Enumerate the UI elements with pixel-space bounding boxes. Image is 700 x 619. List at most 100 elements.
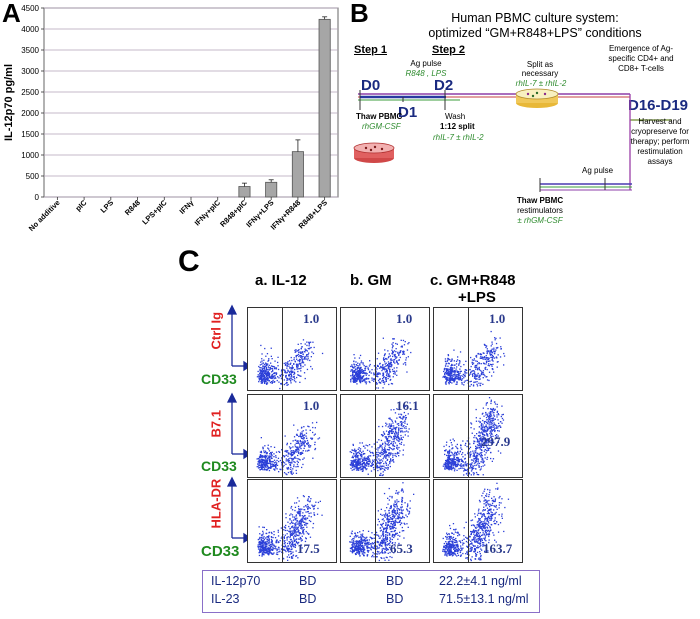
mfi-value-r2-c1: 1.0 bbox=[303, 398, 320, 413]
d1-label: D1 bbox=[398, 104, 418, 121]
panel-c-letter: C bbox=[178, 245, 200, 278]
cytokine-table: IL-12p70 BD BD 22.2±4.1 ng/ml IL-23 BD B… bbox=[202, 570, 540, 613]
split-necessary-1: Split as bbox=[526, 60, 554, 69]
emergence-2: specific CD4+ and bbox=[608, 54, 674, 63]
thaw-restim-1: Thaw PBMC bbox=[516, 196, 564, 205]
harvest-1: Harvest and bbox=[638, 117, 682, 126]
cytokine-2b: BD bbox=[386, 592, 404, 606]
cytokine-2a: BD bbox=[299, 592, 317, 606]
col-header-c-line1: c. GM+R848 bbox=[430, 272, 516, 289]
row1-xlabel: CD33 bbox=[201, 371, 237, 387]
cytokine-name-2: IL-23 bbox=[211, 592, 240, 606]
row1-label: Ctrl Ig bbox=[208, 311, 224, 350]
harvest-2: cryopreserve for bbox=[631, 127, 689, 136]
facs-plot-r2-c1 bbox=[247, 394, 337, 478]
panel-a-letter: A bbox=[2, 0, 21, 28]
col-header-c-line2: +LPS bbox=[458, 289, 496, 306]
y-tick-label: 4500 bbox=[21, 4, 39, 13]
y-tick-label: 4000 bbox=[21, 25, 39, 34]
row3-xlabel: CD33 bbox=[201, 543, 240, 560]
mfi-value-r1-c1: 1.0 bbox=[303, 311, 320, 326]
rhil-mid: rhIL-7 ± rhIL-2 bbox=[515, 79, 567, 88]
mfi-value-r3-c2: 65.3 bbox=[390, 541, 413, 556]
quadrant-vertical bbox=[468, 308, 469, 390]
cytokine-1b: BD bbox=[386, 574, 404, 588]
flow-title-line1: Human PBMC culture system: bbox=[451, 11, 619, 25]
facs-plot-r2-c2 bbox=[340, 394, 430, 478]
harvest-4: restimulation bbox=[637, 147, 683, 156]
rhgm-csf: rhGM-CSF bbox=[362, 122, 401, 131]
harvest-3: therapy; perform bbox=[630, 137, 690, 146]
bar-10 bbox=[291, 151, 304, 198]
d2-label: D2 bbox=[434, 77, 454, 94]
row2-xlabel: CD33 bbox=[201, 458, 237, 474]
plot-area bbox=[43, 7, 339, 198]
mfi-value-r2-c3: 297.9 bbox=[481, 434, 511, 449]
split-1-12: 1:12 split bbox=[440, 122, 475, 131]
flask-dish-icon bbox=[515, 88, 559, 108]
d16-label: D16-D19 bbox=[628, 97, 689, 114]
facs-plot-r3-c3 bbox=[433, 479, 523, 563]
panel-b-letter: B bbox=[350, 0, 369, 28]
rhil-top: rhIL-7 ± rhIL-2 bbox=[433, 133, 484, 142]
facs-plot-r1-c2 bbox=[340, 307, 430, 391]
quadrant-vertical bbox=[468, 480, 469, 562]
row3-label: HLA-DR bbox=[208, 478, 224, 529]
y-tick-label: 3000 bbox=[21, 67, 39, 76]
mfi-value-r3-c3: 163.7 bbox=[483, 541, 513, 556]
cytokine-1c: 22.2±4.1 ng/ml bbox=[439, 574, 522, 588]
bar-9 bbox=[265, 181, 278, 198]
x-tick-label-2: pIC bbox=[74, 198, 89, 213]
y-tick-label: 1000 bbox=[21, 151, 39, 160]
quadrant-vertical bbox=[375, 308, 376, 390]
mfi-value-r2-c2: 16.1 bbox=[396, 398, 419, 413]
x-tick-label-11: R848+LPS bbox=[297, 198, 329, 230]
thaw-pbmc: Thaw PBMC bbox=[356, 112, 403, 121]
col-header-a: a. IL-12 bbox=[255, 272, 307, 289]
y-tick-label: 500 bbox=[26, 172, 40, 181]
x-tick-label-4: R848 bbox=[123, 198, 142, 217]
split-necessary-2: necessary bbox=[521, 69, 559, 78]
quadrant-vertical bbox=[375, 480, 376, 562]
facs-plot-r3-c2 bbox=[340, 479, 430, 563]
x-tick-label-1: No additive bbox=[27, 198, 62, 233]
y-tick-label: 1500 bbox=[21, 130, 39, 139]
facs-plot-r2-c3 bbox=[433, 394, 523, 478]
il12-bar-chart: 0 500 1000 1500 2000 2500 3000 3500 4000 4500 IL-1… bbox=[3, 4, 339, 233]
mfi-value-r3-c1: 17.5 bbox=[297, 541, 320, 556]
mfi-value-r1-c2: 1.0 bbox=[396, 311, 413, 326]
facs-plot-r3-c1 bbox=[247, 479, 337, 563]
flow-title: Human PBMC culture system: optimized “GM… bbox=[380, 11, 690, 41]
mfi-value-r1-c3: 1.0 bbox=[489, 311, 506, 326]
emergence-3: CD8+ T-cells bbox=[618, 64, 664, 73]
emergence-1: Emergence of Ag- bbox=[608, 44, 674, 53]
harvest-5: assays bbox=[647, 157, 673, 166]
y-axis-label: IL-12p70 pg/ml bbox=[3, 64, 15, 141]
quadrant-vertical bbox=[282, 480, 283, 562]
cytokine-name-1: IL-12p70 bbox=[211, 574, 261, 588]
quadrant-vertical bbox=[468, 395, 469, 477]
facs-plot-r1-c3 bbox=[433, 307, 523, 391]
ag-pulse-bottom: Ag pulse bbox=[582, 166, 614, 175]
flow-title-line2: optimized “GM+R848+LPS” conditions bbox=[428, 26, 642, 40]
y-tick-label: 0 bbox=[35, 193, 40, 202]
facs-plot-r1-c1 bbox=[247, 307, 337, 391]
culture-dish-icon bbox=[353, 142, 395, 163]
y-tick-label: 3500 bbox=[21, 46, 39, 55]
thaw-restim-2: restimulators bbox=[517, 206, 563, 215]
cytokine-2c: 71.5±13.1 ng/ml bbox=[439, 592, 529, 606]
col-header-b: b. GM bbox=[350, 272, 392, 289]
ag-pulse-agents: R848 , LPS bbox=[405, 69, 447, 78]
wash-label: Wash bbox=[445, 112, 466, 121]
timeline-svg bbox=[358, 90, 672, 192]
quadrant-vertical bbox=[282, 395, 283, 477]
y-tick-label: 2000 bbox=[21, 109, 39, 118]
row2-label: B7.1 bbox=[208, 410, 224, 438]
x-tick-label-6: IFNγ bbox=[178, 197, 196, 215]
ag-pulse-top: Ag pulse bbox=[410, 59, 442, 68]
thaw-restim-3: ± rhGM-CSF bbox=[517, 216, 563, 225]
y-tick-label: 2500 bbox=[21, 88, 39, 97]
quadrant-vertical bbox=[375, 395, 376, 477]
step2-label: Step 2 bbox=[432, 44, 466, 56]
quadrant-vertical bbox=[282, 308, 283, 390]
